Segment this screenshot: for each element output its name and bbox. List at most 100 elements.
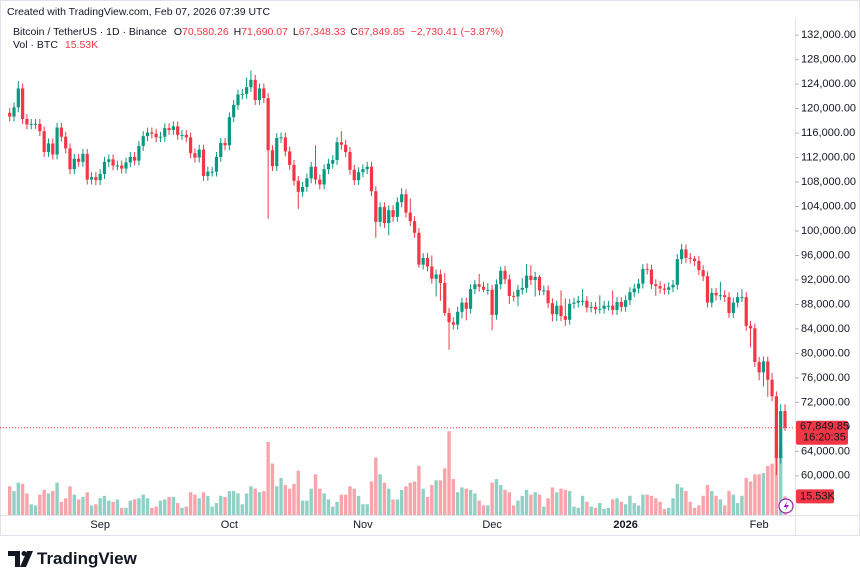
candle-body xyxy=(107,159,111,162)
x-tick-label: Oct xyxy=(221,519,238,531)
x-tick-label: Sep xyxy=(90,519,110,531)
symbol-legend: Bitcoin / TetherUS · 1D · Binance O70,58… xyxy=(13,26,503,38)
volume-bar xyxy=(322,493,326,515)
volume-bar xyxy=(778,446,783,515)
volume-bar xyxy=(150,507,154,515)
candle-body xyxy=(356,172,361,181)
candle-body xyxy=(94,177,98,181)
candle-body xyxy=(72,158,76,170)
candle-body xyxy=(102,161,107,175)
volume-bar xyxy=(305,500,309,515)
candle-body xyxy=(572,302,576,304)
volume-bar xyxy=(511,505,516,515)
volume-bar xyxy=(210,506,214,515)
candle-body xyxy=(662,288,666,290)
volume-bar xyxy=(72,494,77,515)
volume-bar xyxy=(12,491,16,515)
volume-bar xyxy=(559,488,563,515)
candle-body xyxy=(692,258,697,261)
volume-bar xyxy=(236,493,240,515)
candle-body xyxy=(124,162,128,169)
candle-body xyxy=(176,126,180,135)
y-tick-label: 72,000.00 xyxy=(801,396,850,408)
volume-bar xyxy=(275,486,279,515)
volume-bar xyxy=(619,501,624,515)
volume-title: Vol · BTC xyxy=(13,39,58,51)
candle-body xyxy=(120,165,124,169)
candle-body xyxy=(64,136,68,149)
y-tick-label: 88,000.00 xyxy=(801,298,850,310)
candle-body xyxy=(783,411,787,428)
candle-body xyxy=(684,249,688,258)
volume-bar xyxy=(184,506,188,515)
volume-bar xyxy=(76,499,81,515)
candle-body xyxy=(434,274,438,279)
candle-body xyxy=(59,127,63,137)
volume-bar xyxy=(632,503,636,515)
volume-bar xyxy=(542,506,546,515)
candle-body xyxy=(585,300,589,308)
volume-bar xyxy=(615,498,619,515)
candle-body xyxy=(667,287,671,290)
volume-bar xyxy=(287,488,292,515)
volume-bar xyxy=(636,505,641,515)
symbol-title: Bitcoin / TetherUS · 1D · Binance xyxy=(13,26,167,38)
volume-bar xyxy=(249,486,253,515)
candle-body xyxy=(468,289,473,309)
volume-bar xyxy=(537,494,542,515)
y-tick-label: 124,000.00 xyxy=(801,78,856,90)
candle-body xyxy=(374,191,378,222)
candle-body xyxy=(671,284,675,288)
volume-bar xyxy=(128,500,133,515)
candle-body xyxy=(404,194,408,213)
volume-bar xyxy=(266,441,270,515)
candle-body xyxy=(748,325,753,329)
candle-body xyxy=(89,177,94,180)
axes: 60,000.0064,000.0068,000.0072,000.0076,0… xyxy=(90,29,856,531)
candle-body xyxy=(42,131,46,153)
candle-body xyxy=(180,134,184,136)
volume-bar xyxy=(59,501,64,515)
candle-body xyxy=(283,137,287,152)
candle-body xyxy=(236,94,240,105)
candle-body xyxy=(593,306,598,310)
candle-body xyxy=(326,163,331,170)
volume-bar xyxy=(231,491,236,515)
volume-bar xyxy=(29,504,33,515)
candle-body xyxy=(727,297,731,314)
volume-bar xyxy=(141,494,145,515)
candles xyxy=(8,70,787,476)
logo-mark xyxy=(20,551,33,567)
volume-bar xyxy=(714,495,718,515)
volume-bar xyxy=(490,482,494,515)
candle-body xyxy=(227,117,231,146)
volume-bar xyxy=(382,482,387,515)
candle-body xyxy=(275,137,279,167)
candle-body xyxy=(499,270,503,285)
volume-bar xyxy=(468,489,473,515)
candle-body xyxy=(425,257,430,267)
volume-bar xyxy=(567,491,572,515)
candle-body xyxy=(507,279,511,296)
volume-bar xyxy=(524,489,529,515)
candle-body xyxy=(753,328,757,362)
candle-body xyxy=(292,164,296,181)
candle-body xyxy=(675,259,679,285)
volume-bar xyxy=(361,504,365,515)
candle-body xyxy=(171,126,175,131)
volume-bar xyxy=(641,494,645,515)
candle-body xyxy=(757,361,761,373)
volume-bar xyxy=(300,500,305,515)
volume-bar xyxy=(679,487,684,515)
volume-legend: Vol · BTC 15.53K xyxy=(13,39,98,51)
volume-bar xyxy=(352,488,356,515)
volume-bar xyxy=(546,498,550,515)
candle-body xyxy=(167,128,171,131)
volume-bar xyxy=(313,474,318,515)
volume-bar xyxy=(460,487,464,515)
candle-body xyxy=(55,127,59,155)
volume-bar xyxy=(326,499,331,515)
ohlc-key: L xyxy=(293,26,299,38)
y-tick-label: 76,000.00 xyxy=(801,372,850,384)
candle-body xyxy=(223,142,227,146)
